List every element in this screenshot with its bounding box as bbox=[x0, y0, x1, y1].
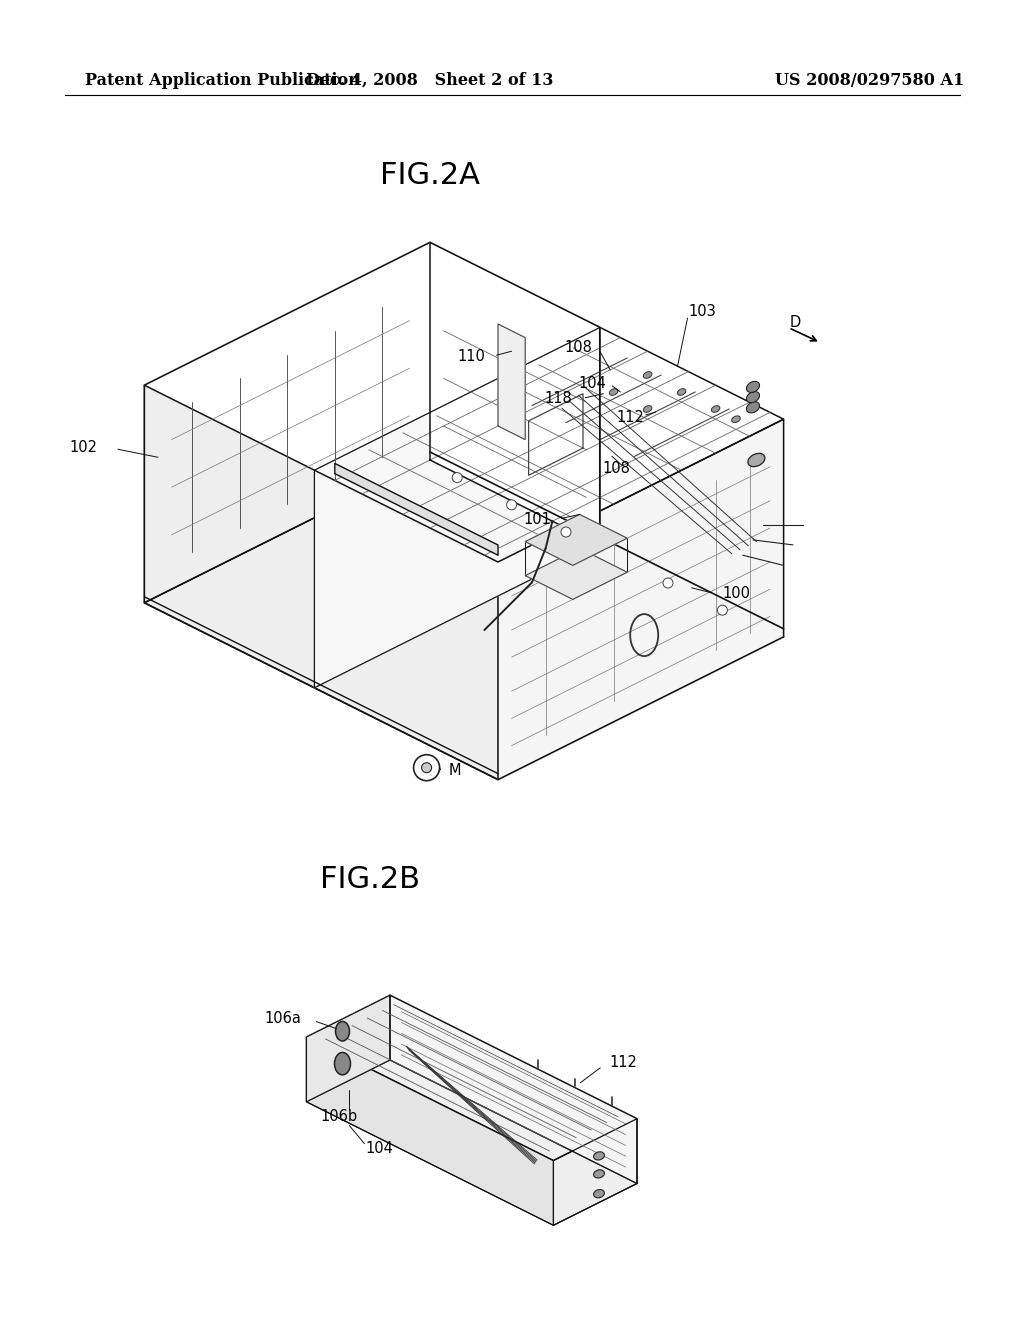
Circle shape bbox=[414, 755, 439, 780]
Polygon shape bbox=[498, 420, 783, 780]
Text: Dec. 4, 2008   Sheet 2 of 13: Dec. 4, 2008 Sheet 2 of 13 bbox=[306, 73, 554, 88]
Text: US 2008/0297580 A1: US 2008/0297580 A1 bbox=[775, 73, 965, 88]
Circle shape bbox=[507, 500, 516, 510]
Text: 103: 103 bbox=[689, 304, 717, 318]
Polygon shape bbox=[525, 548, 627, 599]
Ellipse shape bbox=[594, 1170, 604, 1177]
Ellipse shape bbox=[643, 405, 652, 412]
Ellipse shape bbox=[336, 1022, 349, 1041]
Ellipse shape bbox=[748, 453, 765, 467]
Text: 108: 108 bbox=[603, 461, 631, 475]
Text: 106a: 106a bbox=[264, 1011, 301, 1026]
Polygon shape bbox=[306, 995, 637, 1160]
Text: Patent Application Publication: Patent Application Publication bbox=[85, 73, 359, 88]
Circle shape bbox=[718, 605, 727, 615]
Text: FIG.2A: FIG.2A bbox=[380, 161, 480, 190]
Ellipse shape bbox=[746, 401, 760, 413]
Text: 100: 100 bbox=[723, 586, 751, 602]
Text: FIG.2B: FIG.2B bbox=[319, 866, 420, 895]
Polygon shape bbox=[314, 327, 600, 688]
Polygon shape bbox=[306, 995, 390, 1102]
Text: 106b: 106b bbox=[321, 1109, 358, 1125]
Polygon shape bbox=[335, 463, 498, 556]
Ellipse shape bbox=[594, 1189, 604, 1197]
Ellipse shape bbox=[335, 1052, 350, 1074]
Polygon shape bbox=[144, 243, 430, 603]
Polygon shape bbox=[390, 995, 637, 1184]
Ellipse shape bbox=[594, 1152, 604, 1160]
Circle shape bbox=[663, 578, 673, 587]
Ellipse shape bbox=[732, 416, 740, 422]
Text: 112: 112 bbox=[609, 1055, 637, 1071]
Text: 102: 102 bbox=[69, 440, 97, 455]
Ellipse shape bbox=[712, 405, 720, 412]
Text: 104: 104 bbox=[366, 1140, 393, 1156]
Polygon shape bbox=[144, 385, 498, 780]
Polygon shape bbox=[498, 323, 525, 440]
Text: 101: 101 bbox=[523, 512, 552, 527]
Circle shape bbox=[561, 527, 571, 537]
Circle shape bbox=[422, 763, 431, 772]
Ellipse shape bbox=[677, 388, 686, 395]
Polygon shape bbox=[306, 1038, 553, 1225]
Polygon shape bbox=[525, 515, 627, 565]
Polygon shape bbox=[144, 459, 783, 780]
Polygon shape bbox=[430, 243, 600, 545]
Polygon shape bbox=[306, 1060, 637, 1225]
Text: 118: 118 bbox=[545, 391, 572, 407]
Text: 108: 108 bbox=[564, 341, 592, 355]
Ellipse shape bbox=[746, 381, 760, 392]
Ellipse shape bbox=[643, 372, 652, 379]
Polygon shape bbox=[144, 243, 783, 562]
Text: M: M bbox=[449, 763, 461, 779]
Text: D: D bbox=[790, 315, 801, 330]
Polygon shape bbox=[553, 1119, 637, 1225]
Text: 110: 110 bbox=[458, 348, 485, 364]
Ellipse shape bbox=[746, 392, 760, 403]
Text: 104: 104 bbox=[579, 376, 606, 392]
Circle shape bbox=[453, 473, 462, 483]
Text: 112: 112 bbox=[616, 409, 645, 425]
Ellipse shape bbox=[609, 388, 617, 395]
